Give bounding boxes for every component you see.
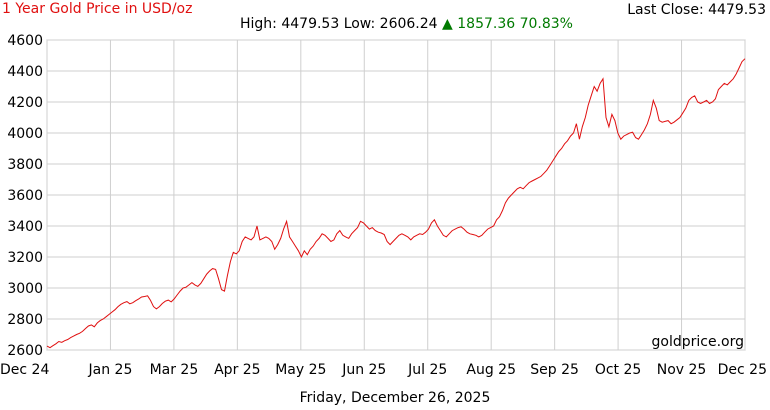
x-tick-label: Oct 25 [595, 362, 641, 378]
x-tick-label: Aug 25 [466, 362, 516, 378]
x-tick-label: Jan 25 [88, 362, 133, 378]
x-tick-label: Dec 25 [718, 362, 767, 378]
x-tick-label: Sep 25 [530, 362, 579, 378]
price-stats: High: 4479.53 Low: 2606.24 ▲ 1857.36 70.… [240, 16, 573, 32]
x-tick-label: Nov 25 [657, 362, 707, 378]
x-tick-label: Jun 25 [341, 362, 386, 378]
y-tick-label: 2600 [7, 343, 43, 359]
price-line [46, 58, 746, 349]
high-low-label: High: 4479.53 Low: 2606.24 [240, 16, 438, 32]
x-tick-label: Mar 25 [150, 362, 199, 378]
y-tick-label: 3200 [7, 250, 43, 266]
change-label: 1857.36 70.83% [457, 16, 573, 32]
y-tick-label: 4000 [7, 126, 43, 142]
watermark-label: goldprice.org [652, 334, 744, 350]
y-tick-label: 4600 [7, 33, 43, 49]
y-tick-label: 3400 [7, 219, 43, 235]
y-tick-label: 3000 [7, 281, 43, 297]
x-tick-label: Apr 25 [214, 362, 260, 378]
y-tick-label: 4400 [7, 64, 43, 80]
last-close-label: Last Close: 4479.53 [627, 2, 766, 18]
up-arrow-icon: ▲ [442, 16, 453, 32]
y-tick-label: 4200 [7, 95, 43, 111]
chart-title: 1 Year Gold Price in USD/oz [2, 1, 193, 17]
y-tick-label: 3800 [7, 157, 43, 173]
x-tick-label: May 25 [275, 362, 326, 378]
x-tick-label: Dec 24 [0, 362, 49, 378]
current-date: Friday, December 26, 2025 [299, 390, 491, 406]
y-tick-label: 3600 [7, 188, 43, 204]
x-tick-label: Jul 25 [407, 362, 447, 378]
y-tick-label: 2800 [7, 312, 43, 328]
